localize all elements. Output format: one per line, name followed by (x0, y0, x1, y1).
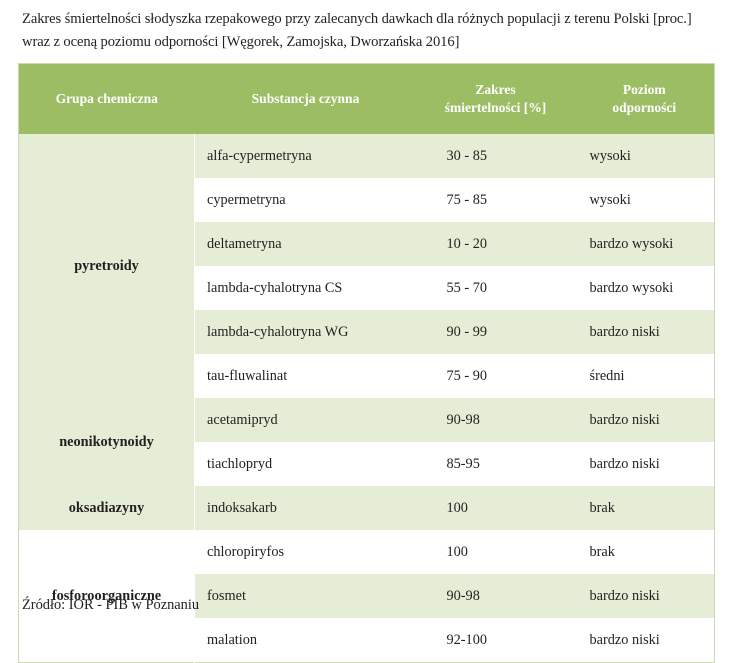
mortality-table: Grupa chemiczna Substancja czynna Zakres… (18, 63, 715, 663)
substance-cell: acetamipryd (194, 398, 417, 442)
resistance-level-cell: wysoki (574, 178, 715, 222)
substance-cell: alfa-cypermetryna (194, 134, 417, 178)
resistance-level-cell: bardzo niski (574, 398, 715, 442)
mortality-range-cell: 90-98 (416, 574, 575, 618)
column-header-active-substance: Substancja czynna (194, 63, 417, 134)
resistance-level-cell: brak (574, 530, 715, 574)
table-row: deltametryna 10 - 20 bardzo wysoki (19, 222, 715, 266)
column-header-chemical-group: Grupa chemiczna (18, 63, 195, 134)
mortality-range-cell: 92-100 (416, 618, 575, 663)
mortality-range-cell: 55 - 70 (416, 266, 575, 310)
resistance-level-cell: bardzo niski (574, 618, 715, 663)
table-header-row: Grupa chemiczna Substancja czynna Zakres… (18, 63, 715, 134)
column-header-active-substance-line1: Substancja czynna (251, 91, 360, 106)
table-row: fosforoorganiczne chloropiryfos 100 brak (18, 530, 715, 663)
column-header-resistance-level-line1: Poziom (622, 82, 666, 97)
substance-cell: chloropiryfos (194, 530, 417, 574)
group-cell: oksadiazyny (18, 486, 195, 530)
table-header: Grupa chemiczna Substancja czynna Zakres… (18, 63, 715, 134)
mortality-range-cell: 90-98 (416, 398, 575, 442)
column-header-mortality-range-line2: śmiertelności [%] (444, 100, 547, 115)
substance-cell: fosmet (194, 574, 417, 618)
substance-cell: tiachlopryd (194, 442, 417, 486)
resistance-level-cell: wysoki (574, 134, 715, 178)
substance-cell: malation (194, 618, 417, 663)
mortality-range-cell: 100 (416, 530, 575, 574)
page-title: Zakres śmiertelności słodyszka rzepakowe… (22, 11, 692, 50)
column-header-chemical-group-line1: Grupa chemiczna (55, 91, 158, 106)
mortality-range-cell: 100 (416, 486, 575, 530)
table-row: neonikotynoidy acetamipryd 90-98 bardzo nis… (18, 398, 715, 486)
resistance-level-cell: bardzo wysoki (574, 266, 715, 310)
substance-cell: lambda-cyhalotryna WG (194, 310, 417, 354)
table-body: pyretroidy alfa-cypermetryna 30 - 85 wysoki… (18, 134, 715, 663)
source-note: Źródło: IOR - PIB w Poznaniu (22, 597, 200, 613)
substance-cell: lambda-cyhalotryna CS (194, 266, 417, 310)
table-row: lambda-cyhalotryna CS 55 - 70 bardzo wysok… (19, 266, 715, 310)
substance-cell: deltametryna (194, 222, 417, 266)
column-header-mortality-range-line1: Zakres (475, 82, 516, 97)
table-row: cypermetryna 75 - 85 wysoki (19, 178, 715, 222)
mortality-range-cell: 10 - 20 (416, 222, 575, 266)
mortality-range-cell: 90 - 99 (416, 310, 575, 354)
resistance-level-cell: bardzo niski (574, 442, 715, 486)
resistance-level-cell: bardzo wysoki (574, 222, 715, 266)
mortality-range-cell: 30 - 85 (416, 134, 575, 178)
resistance-level-cell: średni (574, 354, 715, 398)
group-cell: neonikotynoidy (18, 398, 195, 486)
column-header-mortality-range: Zakres śmiertelności [%] (416, 63, 575, 134)
resistance-level-cell: bardzo niski (574, 310, 715, 354)
table-row: pyretroidy alfa-cypermetryna 30 - 85 wysoki (18, 134, 715, 398)
mortality-range-cell: 75 - 85 (416, 178, 575, 222)
mortality-range-cell: 75 - 90 (416, 354, 575, 398)
resistance-level-cell: bardzo niski (574, 574, 715, 618)
substance-cell: tau-fluwalinat (194, 354, 417, 398)
column-header-resistance-level: Poziom odporności (574, 63, 715, 134)
table-row: fosmet 90-98 bardzo niski (19, 574, 715, 618)
table-row: lambda-cyhalotryna WG 90 - 99 bardzo niski (19, 310, 715, 354)
mortality-table-container: Grupa chemiczna Substancja czynna Zakres… (18, 63, 715, 663)
column-header-resistance-level-line2: odporności (612, 100, 677, 115)
table-row: oksadiazyny indoksakarb 100 brak (18, 486, 715, 530)
group-cell: pyretroidy (18, 134, 195, 398)
mortality-range-cell: 85-95 (416, 442, 575, 486)
resistance-level-cell: brak (574, 486, 715, 530)
substance-cell: cypermetryna (194, 178, 417, 222)
table-row: tau-fluwalinat 75 - 90 średni (19, 354, 715, 398)
substance-cell: indoksakarb (194, 486, 417, 530)
table-row: tiachlopryd 85-95 bardzo niski (19, 442, 715, 486)
